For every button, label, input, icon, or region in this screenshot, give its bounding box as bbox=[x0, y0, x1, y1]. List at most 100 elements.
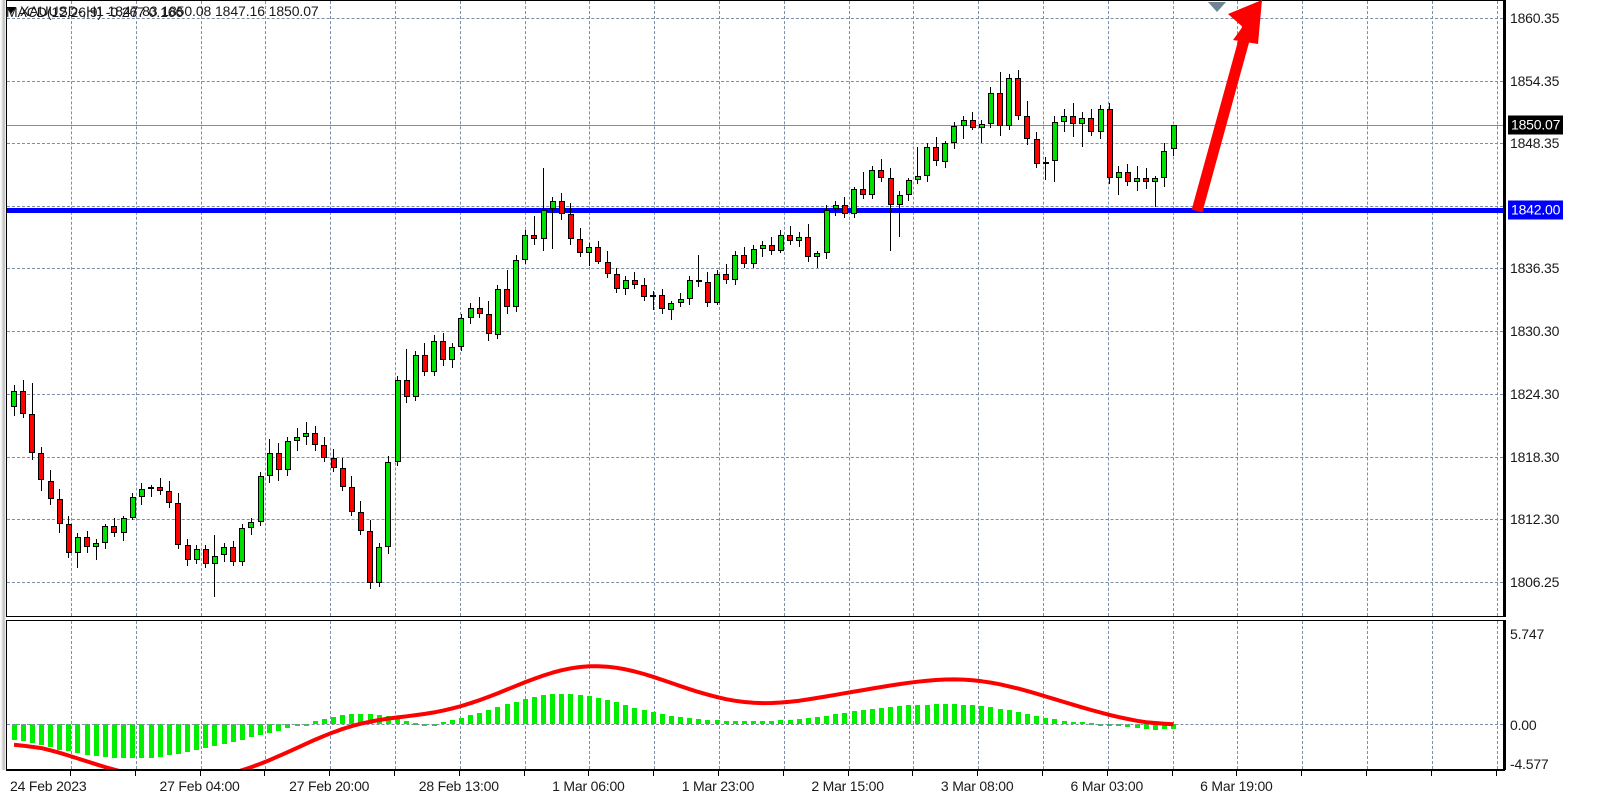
macd-scale-label: 5.747 bbox=[1510, 626, 1545, 642]
candle-body-bearish bbox=[641, 284, 647, 297]
candle-body-bullish bbox=[120, 518, 127, 533]
macd-scale-label: -4.577 bbox=[1510, 756, 1549, 772]
macd-histogram-bar bbox=[659, 714, 665, 724]
price-scale-label: 1824.30 bbox=[1510, 386, 1560, 402]
time-tick bbox=[199, 771, 201, 776]
time-axis-label: 28 Feb 13:00 bbox=[418, 778, 499, 794]
time-tick bbox=[394, 771, 395, 776]
time-axis[interactable]: 24 Feb 2023 27 Feb 04:00 27 Feb 20:00 28 Fe… bbox=[6, 770, 1505, 811]
macd-histogram-bar bbox=[851, 711, 857, 724]
triangle-down-icon[interactable] bbox=[6, 7, 16, 14]
candle-body-bearish bbox=[440, 340, 447, 360]
macd-histogram-bar bbox=[541, 695, 546, 724]
macd-histogram-bar bbox=[38, 724, 44, 746]
candle-body-bullish bbox=[750, 249, 757, 264]
macd-histogram-bar bbox=[814, 716, 820, 724]
macd-histogram-bar bbox=[586, 695, 592, 724]
price-gridline-vertical bbox=[719, 1, 720, 616]
candle-body-bearish bbox=[403, 380, 410, 398]
candle-body-bearish bbox=[695, 280, 702, 283]
macd-histogram-bar bbox=[1024, 714, 1030, 724]
candle-body-bearish bbox=[184, 545, 191, 560]
macd-histogram-bar bbox=[678, 717, 683, 724]
time-tick bbox=[264, 771, 266, 776]
macd-histogram-bar bbox=[495, 707, 501, 724]
macd-histogram-bar bbox=[477, 712, 483, 724]
candle-body-bullish bbox=[714, 274, 720, 304]
candle-body-bullish bbox=[266, 453, 273, 477]
macd-histogram-bar bbox=[970, 705, 976, 724]
macd-histogram-bar bbox=[504, 704, 510, 724]
macd-label: MACD(12,26,9) -0.267 0.166 bbox=[6, 4, 184, 20]
macd-plot-area[interactable] bbox=[7, 621, 1503, 769]
macd-histogram-bar bbox=[175, 724, 181, 754]
candle-body-bearish bbox=[485, 313, 492, 335]
macd-histogram-bar bbox=[915, 704, 921, 724]
macd-indicator-pane[interactable] bbox=[6, 620, 1505, 770]
candle-body-bearish bbox=[604, 261, 611, 275]
candle-body-bearish bbox=[567, 213, 574, 239]
macd-gridline-vertical bbox=[1302, 621, 1304, 769]
candle-body-bullish bbox=[1079, 117, 1086, 124]
price-scale-label: 1818.30 bbox=[1510, 448, 1560, 465]
macd-histogram-bar bbox=[951, 704, 957, 724]
candle-body-bullish bbox=[960, 119, 967, 127]
macd-histogram-bar bbox=[888, 706, 893, 724]
macd-histogram-bar bbox=[57, 724, 63, 750]
macd-histogram-bar bbox=[75, 724, 81, 754]
candle-wick bbox=[588, 242, 590, 266]
macd-histogram-bar bbox=[942, 704, 948, 724]
macd-histogram-bar bbox=[385, 716, 391, 724]
price-gridline bbox=[7, 456, 1503, 458]
candle-wick bbox=[95, 538, 97, 560]
candle-body-bearish bbox=[933, 146, 940, 162]
candle-wick bbox=[963, 115, 964, 139]
time-axis-label: 24 Feb 2023 bbox=[10, 778, 87, 794]
macd-scale[interactable]: 5.747 0.00 -4.577 bbox=[1505, 620, 1597, 772]
candle-body-bearish bbox=[723, 274, 730, 281]
candle-body-bullish bbox=[942, 142, 949, 162]
candle-wick bbox=[214, 534, 216, 598]
candle-wick bbox=[917, 146, 919, 185]
price-scale[interactable]: 1860.35 1854.35 1848.35 1836.35 1830.30 1824.… bbox=[1505, 0, 1597, 617]
candle-body-bearish bbox=[357, 511, 364, 531]
object-marker-icon[interactable] bbox=[1208, 2, 1226, 12]
candle-body-bearish bbox=[595, 247, 602, 262]
candle-body-bullish bbox=[74, 536, 81, 554]
price-gridline bbox=[7, 80, 1503, 82]
candle-wick bbox=[1154, 176, 1156, 208]
candle-body-bearish bbox=[1070, 115, 1077, 124]
price-scale-label: 1854.35 bbox=[1510, 72, 1560, 89]
candle-body-bullish bbox=[1006, 78, 1013, 126]
candle-body-bullish bbox=[284, 440, 291, 471]
level-price-label[interactable]: 1842.00 bbox=[1508, 200, 1564, 219]
candle-body-bullish bbox=[1170, 125, 1177, 149]
time-tick bbox=[1495, 771, 1497, 776]
macd-gridline-vertical bbox=[1043, 621, 1044, 769]
macd-scale-label: 0.00 bbox=[1510, 717, 1537, 733]
price-chart-pane[interactable] bbox=[6, 0, 1505, 617]
candle-body-bullish bbox=[896, 194, 903, 206]
macd-histogram-bar bbox=[531, 697, 537, 724]
time-tick bbox=[70, 771, 71, 776]
macd-histogram-bar bbox=[577, 694, 583, 724]
price-gridline-vertical bbox=[1172, 1, 1174, 616]
support-level-line[interactable] bbox=[7, 207, 1503, 213]
candle-body-bearish bbox=[157, 486, 164, 491]
candle-body-bearish bbox=[531, 234, 538, 239]
candle-wick bbox=[543, 167, 544, 252]
candle-body-bearish bbox=[878, 169, 885, 179]
price-scale-label: 1860.35 bbox=[1510, 10, 1560, 27]
candle-body-bearish bbox=[38, 453, 45, 481]
chart-scrollbar[interactable] bbox=[0, 0, 6, 770]
macd-gridline-vertical bbox=[1367, 621, 1368, 769]
macd-histogram-bar bbox=[11, 724, 17, 741]
price-plot-area[interactable] bbox=[7, 1, 1503, 616]
macd-gridline-vertical bbox=[200, 621, 202, 769]
price-gridline-vertical bbox=[1431, 1, 1433, 616]
candle-body-bullish bbox=[1152, 178, 1159, 183]
candle-body-bullish bbox=[102, 526, 109, 544]
candle-body-bullish bbox=[622, 280, 629, 289]
candle-body-bullish bbox=[832, 205, 839, 210]
